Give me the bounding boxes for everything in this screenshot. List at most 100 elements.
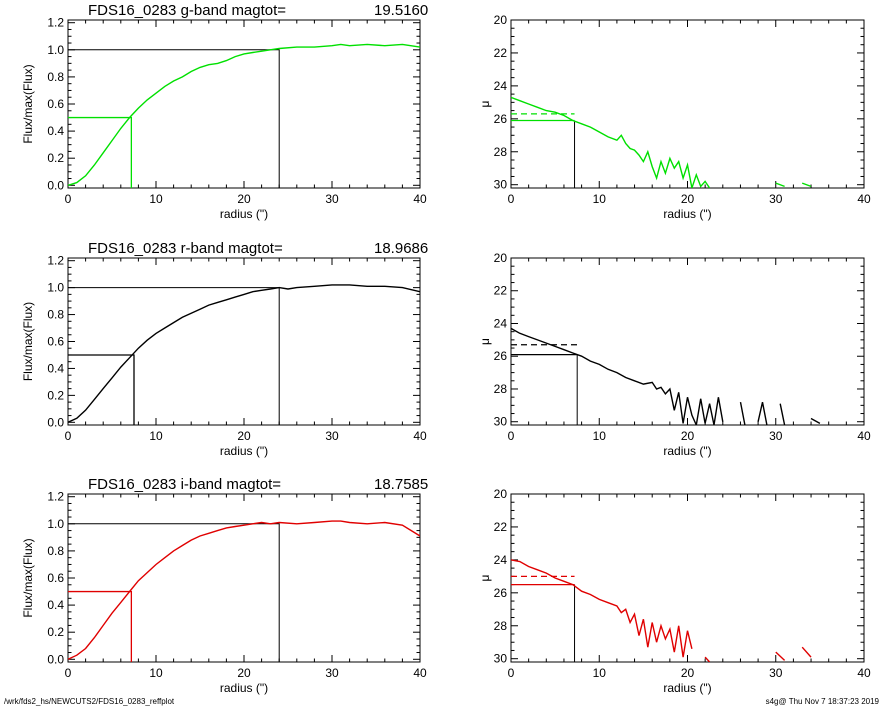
- panel-g-growth-curve: 0 10 20 30 40 0.0 0.2 0.4 0.6 0.8 1.0 1.2 radius (")…: [21, 2, 428, 221]
- x-tick-label: 30: [769, 666, 783, 680]
- x-axis-label: radius ("): [663, 207, 711, 221]
- y-tick-label: 24: [494, 316, 508, 330]
- y-tick-label: 28: [494, 619, 508, 633]
- x-tick-label: 0: [65, 192, 72, 206]
- plot-frame: [510, 493, 865, 663]
- y-tick-label: 20: [494, 251, 508, 265]
- x-tick-label: 30: [325, 192, 339, 206]
- y-tick-label: 22: [494, 520, 508, 534]
- x-tick-label: 0: [508, 666, 515, 680]
- y-tick-label: 0.2: [47, 625, 64, 639]
- y-tick-label: 28: [494, 382, 508, 396]
- y-tick-label: 0.0: [47, 415, 64, 429]
- y-tick-label: 30: [494, 178, 508, 192]
- x-tick-label: 10: [149, 192, 163, 206]
- profile-line-r: [68, 284, 420, 423]
- x-tick-label: 30: [325, 429, 339, 443]
- x-tick-label: 0: [65, 429, 72, 443]
- y-tick-label: 0.8: [47, 70, 64, 84]
- half-light-marker: [68, 590, 133, 662]
- magtot-value: 18.7585: [374, 476, 428, 493]
- x-tick-label: 0: [508, 192, 515, 206]
- x-tick-label: 0: [65, 666, 72, 680]
- y-tick-label: 20: [494, 487, 508, 501]
- x-tick-label: 10: [149, 666, 163, 680]
- x-tick-label: 10: [149, 429, 163, 443]
- panel-i-growth-curve: 0 10 20 30 40 0.0 0.2 0.4 0.6 0.8 1.0 1.2 radius (")…: [21, 476, 428, 695]
- x-tick-label: 30: [325, 666, 339, 680]
- total-radius-marker: [68, 287, 280, 425]
- footer-path: /wrk/fds2_hs/NEWCUTS2/FDS16_0283_reffplo…: [4, 697, 175, 706]
- y-tick-label: 1.2: [47, 490, 64, 504]
- plot-frame: [67, 19, 421, 189]
- profile-line-g: [68, 43, 420, 186]
- y-tick-label: 0.2: [47, 151, 64, 165]
- y-tick-label: 1.2: [47, 16, 64, 30]
- y-axis-label: μ: [478, 574, 492, 581]
- total-radius-marker: [68, 523, 280, 662]
- y-tick-label: 26: [494, 586, 508, 600]
- plot-frame: [67, 257, 421, 426]
- x-tick-label: 30: [769, 192, 783, 206]
- y-tick-label: 28: [494, 145, 508, 159]
- panel-i-surface-brightness: 0 10 20 30 40 20 22 24 26 28 30 radius (") μ: [478, 487, 871, 695]
- y-tick-label: 0.8: [47, 308, 64, 322]
- y-tick-label: 26: [494, 112, 508, 126]
- profile-line-r: [511, 327, 821, 425]
- x-tick-label: 40: [413, 192, 427, 206]
- y-tick-label: 22: [494, 46, 508, 60]
- panel-title: FDS16_0283 g-band magtot=: [88, 2, 286, 19]
- y-tick-label: 20: [494, 13, 508, 27]
- y-tick-label: 0.2: [47, 388, 64, 402]
- panel-r-growth-curve: 0 10 20 30 40 0.0 0.2 0.4 0.6 0.8 1.0 1.2 radius (")…: [21, 240, 428, 458]
- x-axis-label: radius ("): [220, 444, 268, 458]
- y-axis-label: Flux/max(Flux): [21, 538, 35, 617]
- x-axis-label: radius ("): [663, 681, 711, 695]
- x-tick-label: 20: [237, 666, 251, 680]
- y-tick-label: 0.4: [47, 598, 64, 612]
- x-tick-label: 40: [413, 429, 427, 443]
- x-tick-label: 40: [413, 666, 427, 680]
- profile-line-i: [511, 560, 824, 662]
- y-tick-label: 26: [494, 349, 508, 363]
- y-tick-label: 30: [494, 652, 508, 666]
- x-tick-label: 10: [593, 666, 607, 680]
- x-tick-label: 20: [681, 192, 695, 206]
- y-tick-label: 0.4: [47, 124, 64, 138]
- x-tick-label: 20: [681, 666, 695, 680]
- x-tick-label: 10: [593, 192, 607, 206]
- total-radius-marker: [68, 49, 280, 188]
- y-axis-label: μ: [478, 338, 492, 345]
- y-axis-label: μ: [478, 100, 492, 107]
- y-tick-label: 0.0: [47, 652, 64, 666]
- y-axis-label: Flux/max(Flux): [21, 64, 35, 143]
- x-tick-label: 0: [508, 429, 515, 443]
- y-tick-label: 1.2: [47, 254, 64, 268]
- panel-title: FDS16_0283 r-band magtot=: [88, 240, 283, 257]
- panel-title: FDS16_0283 i-band magtot=: [88, 476, 281, 493]
- x-tick-label: 40: [857, 429, 871, 443]
- y-tick-label: 1.0: [47, 43, 64, 57]
- profile-line-g: [511, 97, 829, 188]
- y-tick-label: 0.6: [47, 335, 64, 349]
- plot-frame: [67, 493, 421, 663]
- panel-g-surface-brightness: 0 10 20 30 40 20 22 24 26 28 30 radius (") μ: [478, 13, 871, 221]
- x-axis-label: radius ("): [220, 207, 268, 221]
- y-tick-label: 0.0: [47, 178, 64, 192]
- x-tick-label: 20: [237, 192, 251, 206]
- y-tick-label: 0.6: [47, 571, 64, 585]
- magtot-value: 18.9686: [374, 240, 428, 257]
- x-tick-label: 20: [681, 429, 695, 443]
- panel-r-surface-brightness: 0 10 20 30 40 20 22 24 26 28 30 radius (") μ: [478, 251, 871, 458]
- y-tick-label: 0.4: [47, 361, 64, 375]
- y-tick-label: 1.0: [47, 281, 64, 295]
- x-tick-label: 10: [593, 429, 607, 443]
- half-light-marker: [68, 354, 135, 425]
- y-tick-label: 22: [494, 284, 508, 298]
- half-light-marker: [68, 116, 133, 188]
- y-axis-label: Flux/max(Flux): [21, 302, 35, 381]
- magtot-value: 19.5160: [374, 2, 428, 19]
- footer-timestamp: s4g@ Thu Nov 7 18:37:23 2019: [765, 697, 879, 706]
- x-tick-label: 40: [857, 192, 871, 206]
